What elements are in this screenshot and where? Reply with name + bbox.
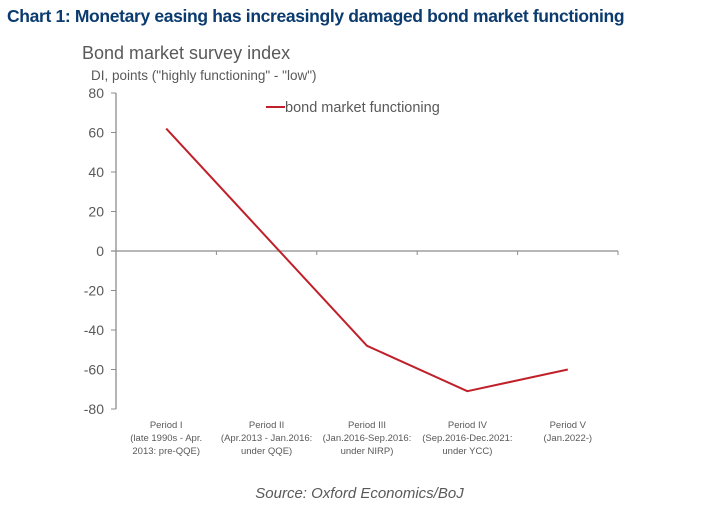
y-tick-label: -60 xyxy=(84,362,104,378)
x-axis: Period I (late 1990s - Apr. 2013: pre-QQE)… xyxy=(111,250,619,457)
source-note: Source: Oxford Economics/BoJ xyxy=(255,485,464,502)
x-category-label: Period I (late 1990s - Apr. 2013: pre-QQE) xyxy=(130,420,202,457)
x-category-label-line: Period I xyxy=(150,420,183,431)
x-category-label: Period V (Jan.2022-) xyxy=(544,420,593,444)
x-category-label-line: Period II xyxy=(249,420,284,431)
series-layer xyxy=(165,127,569,393)
x-category-label-line: under QQE) xyxy=(241,446,292,457)
y-tick-label: 40 xyxy=(88,164,104,180)
y-tick-label: 60 xyxy=(88,125,104,141)
x-category-label: Period II (Apr.2013 - Jan.2016: under QQE) xyxy=(221,420,312,457)
y-tick-label: 80 xyxy=(88,85,104,101)
x-category-label-line: Period IV xyxy=(448,420,488,431)
x-category-label-line: (Jan.2022-) xyxy=(544,433,593,444)
x-category-label-line: Period V xyxy=(550,420,587,431)
x-category-label-line: (Sep.2016-Dec.2021: xyxy=(422,433,512,444)
x-category-label-line: (late 1990s - Apr. xyxy=(130,433,202,444)
series-line-bond-market-functioning xyxy=(165,127,569,393)
x-category-label-line: 2013: pre-QQE) xyxy=(132,446,200,457)
x-category-label: Period IV (Sep.2016-Dec.2021: under YCC) xyxy=(422,420,512,457)
chart-subtitle: Bond market survey index xyxy=(82,43,291,63)
x-category-label-line: (Apr.2013 - Jan.2016: xyxy=(221,433,312,444)
y-tick-label: -80 xyxy=(84,401,104,417)
x-category-label-line: under NIRP) xyxy=(341,446,394,457)
y-tick-label: 20 xyxy=(88,204,104,220)
legend: bond market functioning xyxy=(266,100,440,116)
y-tick-label: -40 xyxy=(84,322,104,338)
x-category-label-line: (Jan.2016-Sep.2016: xyxy=(323,433,412,444)
y-axis-units-label: DI, points ("highly functioning" - "low"… xyxy=(91,68,317,83)
x-category-label: Period III (Jan.2016-Sep.2016: under NIRP) xyxy=(323,420,412,457)
y-tick-label: 0 xyxy=(96,243,104,259)
chart-title: Chart 1: Monetary easing has increasingl… xyxy=(7,6,625,26)
x-category-label-line: under YCC) xyxy=(442,446,492,457)
y-tick-label: -20 xyxy=(84,283,104,299)
x-category-label-line: Period III xyxy=(348,420,386,431)
legend-label: bond market functioning xyxy=(285,100,440,116)
